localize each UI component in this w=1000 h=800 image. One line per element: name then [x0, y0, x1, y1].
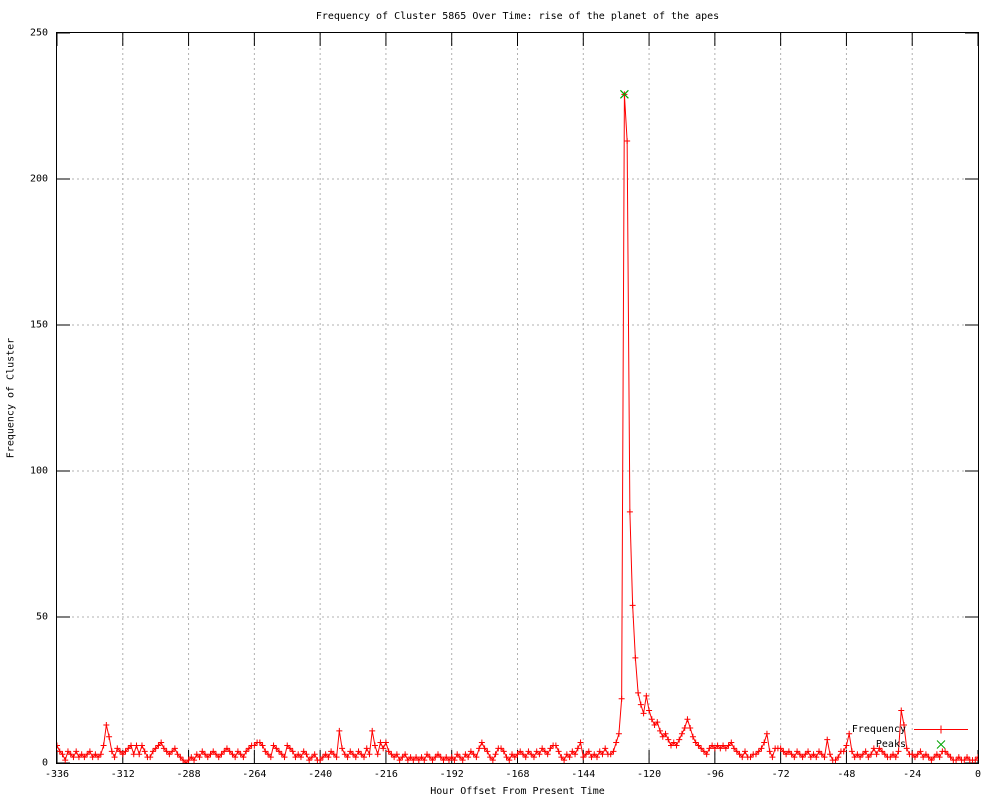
legend-label-peaks: Peaks — [875, 739, 906, 750]
peaks-sample-marker-icon — [936, 740, 946, 749]
legend-label-frequency: Frequency — [851, 724, 906, 735]
x-tick-label: -240 — [308, 769, 333, 780]
x-tick-label: -96 — [705, 769, 724, 780]
y-tick-label: 200 — [29, 173, 48, 185]
x-tick-label: -48 — [837, 769, 856, 780]
y-tick-label: 50 — [35, 611, 48, 623]
peaks-series-markers — [619, 89, 629, 99]
frequency-sample-line-icon — [914, 725, 968, 734]
x-tick-label: -216 — [373, 769, 398, 780]
legend-item-peaks: Peaks — [852, 737, 970, 752]
plot-area-svg — [57, 33, 978, 763]
x-tick-label: -168 — [505, 769, 530, 780]
y-tick-labels: 0 50 100 150 200 250 — [0, 28, 49, 769]
x-tick-label: -288 — [176, 769, 201, 780]
x-tick-label: -312 — [110, 769, 135, 780]
x-tick-label: 0 — [974, 769, 982, 780]
x-tick-label: -336 — [44, 769, 70, 780]
y-tick-label: 150 — [29, 319, 48, 331]
x-tick-label: -264 — [242, 769, 267, 780]
legend: Frequency Peaks — [852, 722, 970, 752]
x-tick-label: -120 — [637, 769, 662, 780]
y-tick-label: 250 — [29, 27, 48, 39]
x-tick-labels: -336 -312 -288 -264 -240 -216 -192 -168 -144 -120… — [45, 769, 982, 782]
x-tick-label: -192 — [439, 769, 464, 780]
chart-title: Frequency of Cluster 5865 Over Time: ris… — [315, 11, 720, 22]
y-tick-label: 100 — [29, 465, 48, 477]
y-tick-label: 0 — [41, 757, 48, 769]
legend-item-frequency: Frequency — [852, 722, 970, 737]
frequency-series-markers — [57, 91, 978, 763]
x-tick-label: -144 — [571, 769, 596, 780]
x-tick-label: -24 — [903, 769, 922, 780]
x-tick-label: -72 — [771, 769, 790, 780]
x-axis-label: Hour Offset From Present Time — [430, 786, 605, 797]
plot-area — [56, 32, 979, 764]
